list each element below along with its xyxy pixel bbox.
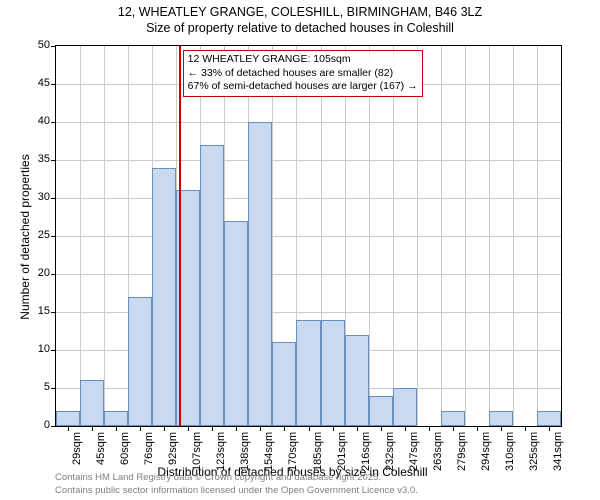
xtick-0: 29sqm bbox=[71, 432, 83, 465]
xtick-2: 60sqm bbox=[119, 432, 131, 465]
reference-line bbox=[179, 46, 181, 426]
bar-11 bbox=[321, 320, 345, 426]
ytick-15: 15 bbox=[0, 305, 50, 317]
bar-7 bbox=[224, 221, 248, 426]
bar-9 bbox=[272, 342, 296, 426]
ytick-0: 0 bbox=[0, 419, 50, 431]
bar-3 bbox=[128, 297, 152, 426]
annot-line2: ← 33% of detached houses are smaller (82… bbox=[188, 67, 418, 81]
xtick-3: 76sqm bbox=[143, 432, 155, 465]
ytick-20: 20 bbox=[0, 267, 50, 279]
bar-4 bbox=[152, 168, 176, 426]
xtick-20: 341sqm bbox=[552, 432, 564, 471]
bar-13 bbox=[369, 396, 393, 426]
annot-line1: 12 WHEATLEY GRANGE: 105sqm bbox=[188, 53, 418, 67]
footer-line2: Contains public sector information licen… bbox=[55, 485, 418, 497]
bar-1 bbox=[80, 380, 104, 426]
bar-10 bbox=[296, 320, 320, 426]
footer-line1: Contains HM Land Registry data © Crown c… bbox=[55, 472, 418, 484]
annotation-box: 12 WHEATLEY GRANGE: 105sqm← 33% of detac… bbox=[183, 50, 423, 97]
chart-container: 12, WHEATLEY GRANGE, COLESHILL, BIRMINGH… bbox=[0, 0, 600, 500]
title-area: 12, WHEATLEY GRANGE, COLESHILL, BIRMINGH… bbox=[0, 0, 600, 37]
bar-18 bbox=[489, 411, 513, 426]
bar-16 bbox=[441, 411, 465, 426]
xtick-1: 45sqm bbox=[95, 432, 107, 465]
footer: Contains HM Land Registry data © Crown c… bbox=[55, 472, 418, 497]
title-line1: 12, WHEATLEY GRANGE, COLESHILL, BIRMINGH… bbox=[0, 4, 600, 20]
ytick-30: 30 bbox=[0, 191, 50, 203]
xtick-4: 92sqm bbox=[167, 432, 179, 465]
ytick-5: 5 bbox=[0, 381, 50, 393]
bar-8 bbox=[248, 122, 272, 426]
bar-6 bbox=[200, 145, 224, 426]
ytick-35: 35 bbox=[0, 153, 50, 165]
bar-14 bbox=[393, 388, 417, 426]
ytick-25: 25 bbox=[0, 229, 50, 241]
bar-12 bbox=[345, 335, 369, 426]
annot-line3: 67% of semi-detached houses are larger (… bbox=[188, 80, 418, 94]
ytick-50: 50 bbox=[0, 39, 50, 51]
ytick-45: 45 bbox=[0, 77, 50, 89]
plot-area: 12 WHEATLEY GRANGE: 105sqm← 33% of detac… bbox=[55, 45, 562, 427]
ytick-40: 40 bbox=[0, 115, 50, 127]
bar-0 bbox=[56, 411, 80, 426]
title-line2: Size of property relative to detached ho… bbox=[0, 20, 600, 36]
bar-2 bbox=[104, 411, 128, 426]
ytick-10: 10 bbox=[0, 343, 50, 355]
bar-20 bbox=[537, 411, 561, 426]
